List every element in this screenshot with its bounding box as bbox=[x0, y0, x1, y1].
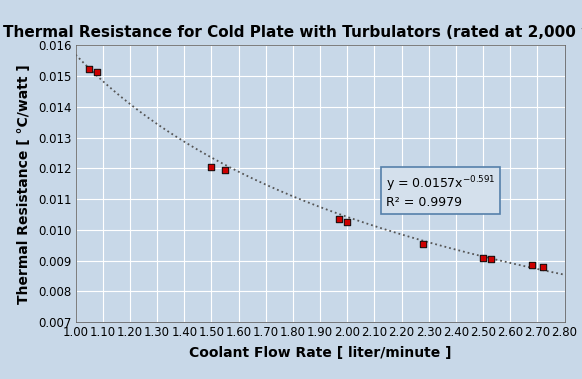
Point bbox=[418, 241, 428, 247]
Point bbox=[335, 216, 344, 222]
Point bbox=[527, 262, 537, 268]
Point bbox=[207, 164, 216, 170]
Point bbox=[93, 69, 102, 75]
X-axis label: Coolant Flow Rate [ liter/minute ]: Coolant Flow Rate [ liter/minute ] bbox=[189, 346, 452, 360]
Point bbox=[343, 219, 352, 225]
Point bbox=[93, 69, 102, 75]
Text: y = 0.0157x$^{-0.591}$
R² = 0.9979: y = 0.0157x$^{-0.591}$ R² = 0.9979 bbox=[386, 175, 495, 210]
Point bbox=[343, 219, 352, 225]
Point bbox=[207, 164, 216, 170]
Point bbox=[538, 265, 548, 271]
Point bbox=[487, 256, 496, 262]
Y-axis label: Thermal Resistance [ °C/watt ]: Thermal Resistance [ °C/watt ] bbox=[17, 64, 31, 304]
Point bbox=[487, 256, 496, 262]
Point bbox=[527, 262, 537, 268]
Point bbox=[478, 255, 488, 261]
Point bbox=[538, 265, 548, 271]
Point bbox=[221, 167, 230, 173]
Point bbox=[418, 241, 428, 247]
Point bbox=[335, 216, 344, 222]
Point bbox=[84, 66, 94, 72]
Point bbox=[221, 167, 230, 173]
Title: Thermal Resistance for Cold Plate with Turbulators (rated at 2,000 watts): Thermal Resistance for Cold Plate with T… bbox=[3, 25, 582, 40]
Point bbox=[84, 66, 94, 72]
Point bbox=[478, 255, 488, 261]
